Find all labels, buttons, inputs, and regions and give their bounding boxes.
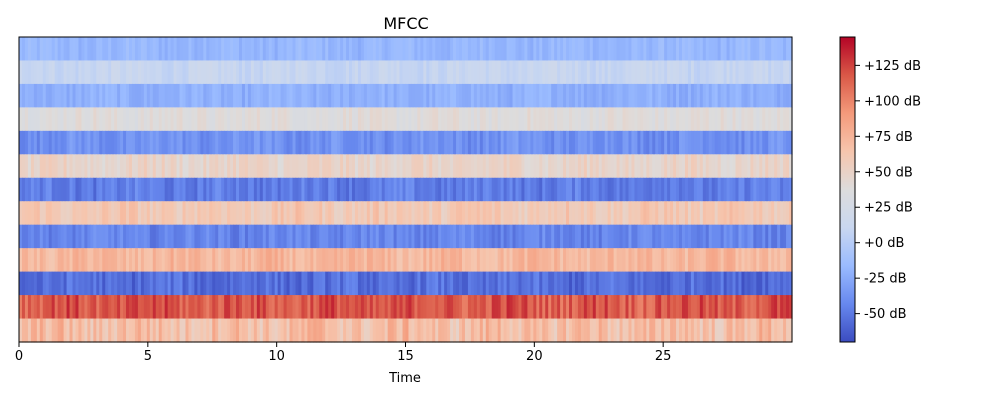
x-axis: 0 5 10 15 20 25 <box>15 342 672 364</box>
x-tick-label-10: 10 <box>268 349 285 364</box>
mfcc-band-12 <box>19 295 793 320</box>
colorbar-tick-label: +25 dB <box>864 201 913 216</box>
x-tick-label-0: 0 <box>15 349 23 364</box>
colorbar-tick-label: -50 dB <box>864 307 907 322</box>
heatmap-plot-area <box>19 37 793 343</box>
colorbar-axis: +125 dB +100 dB +75 dB +50 dB +25 dB +0 dB -25… <box>855 59 921 322</box>
mfcc-band-13 <box>19 318 793 343</box>
x-axis-label: Time <box>388 371 421 386</box>
colorbar-tick-label: +0 dB <box>864 236 904 251</box>
colorbar-tick-label: +50 dB <box>864 165 913 180</box>
x-tick-label-20: 20 <box>526 349 543 364</box>
mfcc-band-1 <box>19 37 793 62</box>
x-tick-label-15: 15 <box>397 349 414 364</box>
mfcc-band-6 <box>19 154 793 179</box>
chart-title: MFCC <box>383 14 428 33</box>
mfcc-band-7 <box>19 177 793 202</box>
mfcc-band-3 <box>19 83 793 108</box>
colorbar <box>839 36 856 343</box>
mfcc-band-5 <box>19 130 793 155</box>
colorbar-tick-label: -25 dB <box>864 272 907 287</box>
mfcc-band-11 <box>19 271 793 296</box>
mfcc-band-2 <box>19 60 793 85</box>
colorbar-tick-label: +75 dB <box>864 130 913 145</box>
x-tick-label-25: 25 <box>655 349 672 364</box>
mfcc-band-10 <box>19 248 793 273</box>
mfcc-band-4 <box>19 107 793 132</box>
mfcc-band-9 <box>19 224 793 249</box>
x-tick-label-5: 5 <box>144 349 152 364</box>
colorbar-tick-label: +100 dB <box>864 94 921 109</box>
mfcc-band-8 <box>19 201 793 226</box>
colorbar-tick-label: +125 dB <box>864 59 921 74</box>
